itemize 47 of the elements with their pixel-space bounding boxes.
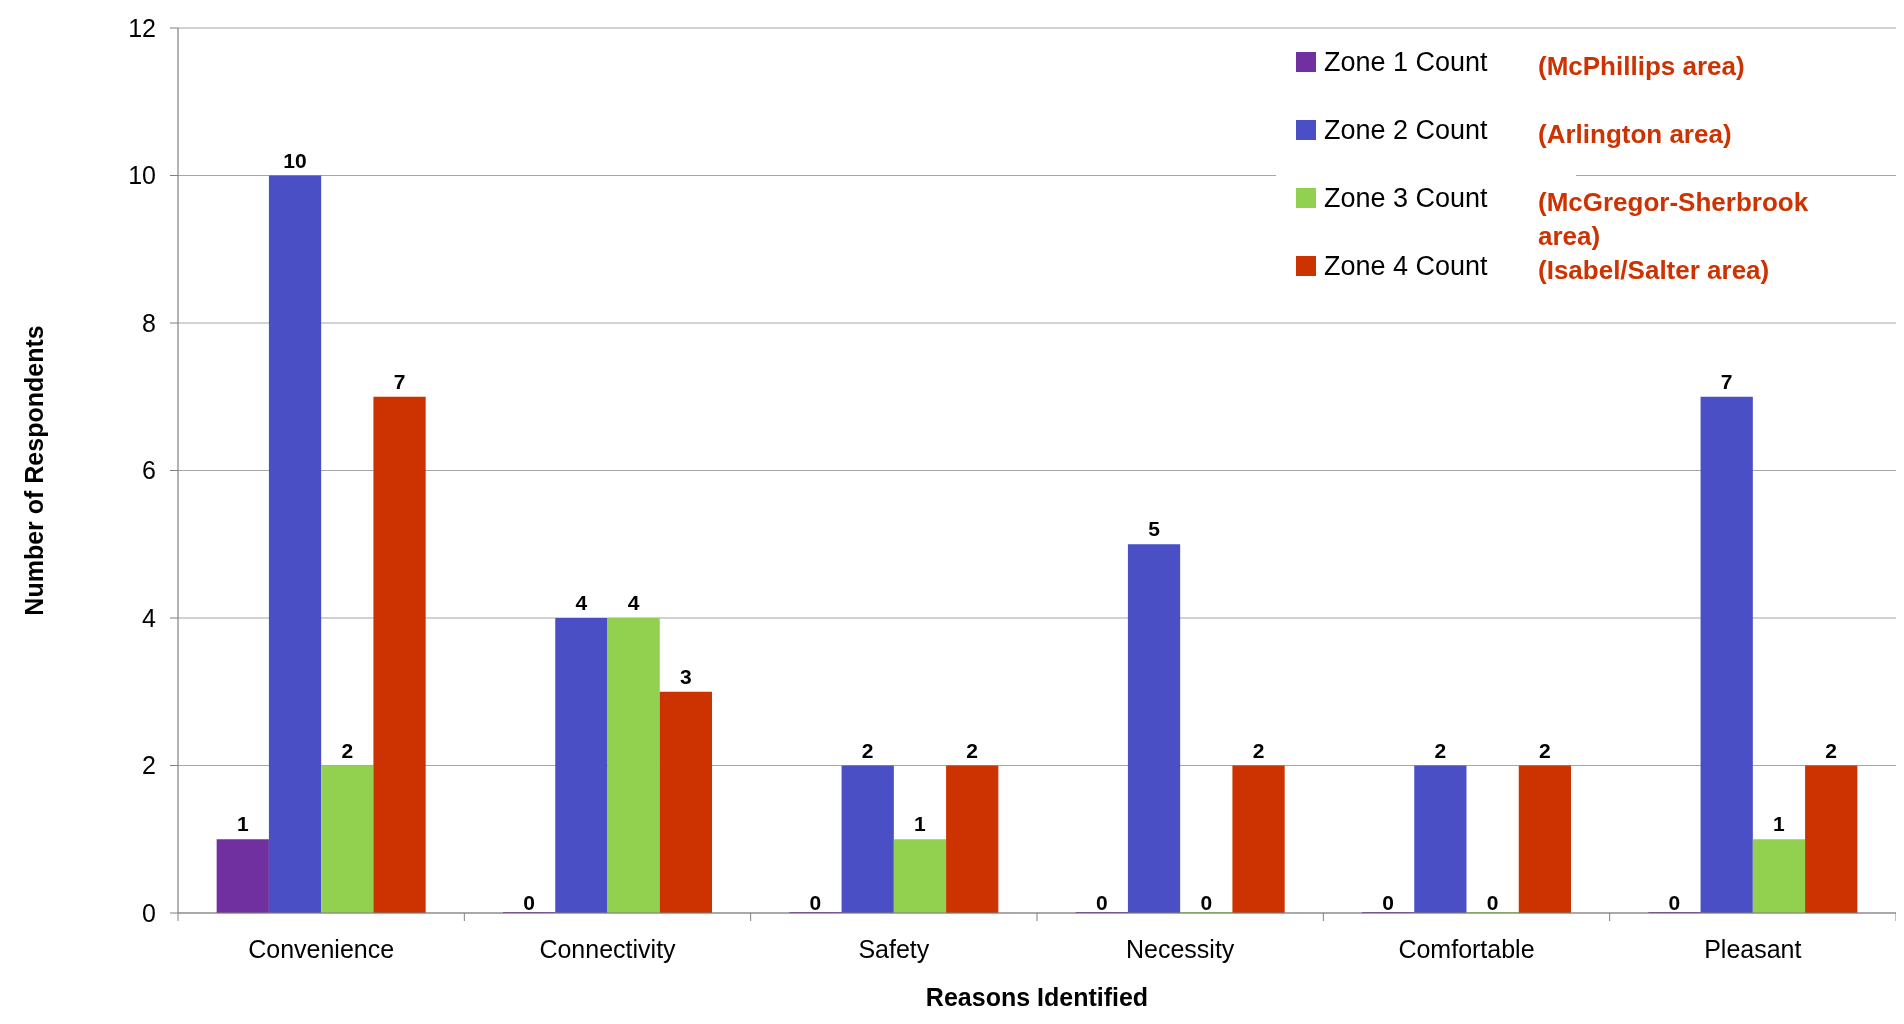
data-label: 0 <box>1200 891 1213 914</box>
annotation: (McPhillips area) <box>1538 51 1745 82</box>
y-tick-label: 0 <box>142 898 156 927</box>
legend-label: Zone 2 Count <box>1324 115 1489 146</box>
data-label: 3 <box>680 664 692 688</box>
data-label: 2 <box>1434 738 1447 762</box>
data-label: 0 <box>809 891 822 914</box>
x-tick-label: Safety <box>858 935 930 963</box>
annotation: (Isabel/Salter area) <box>1538 255 1770 286</box>
legend-label: Zone 4 Count <box>1324 251 1489 282</box>
data-label: 0 <box>523 891 535 914</box>
data-label: 1 <box>1773 812 1786 836</box>
legend-label: Zone 1 Count <box>1324 47 1489 78</box>
x-tick-label: Necessity <box>1125 935 1235 963</box>
data-label: 2 <box>1252 738 1265 762</box>
data-label: 4 <box>575 591 588 614</box>
data-label: 0 <box>1095 891 1108 914</box>
y-axis-title: Number of Respondents <box>20 325 48 616</box>
data-label: 4 <box>627 591 640 614</box>
data-label: 2 <box>861 738 874 762</box>
x-tick-label: Pleasant <box>1704 935 1802 963</box>
data-label: 5 <box>1148 517 1161 541</box>
data-label: 0 <box>1382 891 1394 914</box>
x-tick-label: Connectivity <box>539 935 677 963</box>
annotation: (McGregor-Sherbrook area) <box>1538 187 1809 252</box>
x-axis-title: Reasons Identified <box>925 983 1149 1011</box>
legend-label: Zone 3 Count <box>1324 183 1489 214</box>
annotation: (Arlington area) <box>1538 119 1732 150</box>
data-label: 7 <box>1720 369 1733 393</box>
y-tick-label: 6 <box>142 456 156 485</box>
data-label: 0 <box>1486 891 1499 914</box>
data-label: 10 <box>283 148 307 172</box>
data-label: 2 <box>1539 738 1551 762</box>
data-label: 0 <box>1668 891 1681 914</box>
y-tick-label: 4 <box>142 603 157 632</box>
data-label: 7 <box>393 369 406 393</box>
y-tick-label: 10 <box>128 161 156 190</box>
data-label: 2 <box>1825 738 1838 762</box>
y-tick-label: 12 <box>128 13 156 42</box>
data-label: 2 <box>966 738 979 762</box>
x-tick-label: Convenience <box>248 935 395 963</box>
y-tick-label: 8 <box>142 308 156 337</box>
data-label: 1 <box>914 812 927 836</box>
x-tick-label: Comfortable <box>1398 935 1535 963</box>
data-label: 2 <box>341 738 354 762</box>
y-tick-label: 2 <box>142 751 156 780</box>
data-label: 1 <box>236 812 249 836</box>
